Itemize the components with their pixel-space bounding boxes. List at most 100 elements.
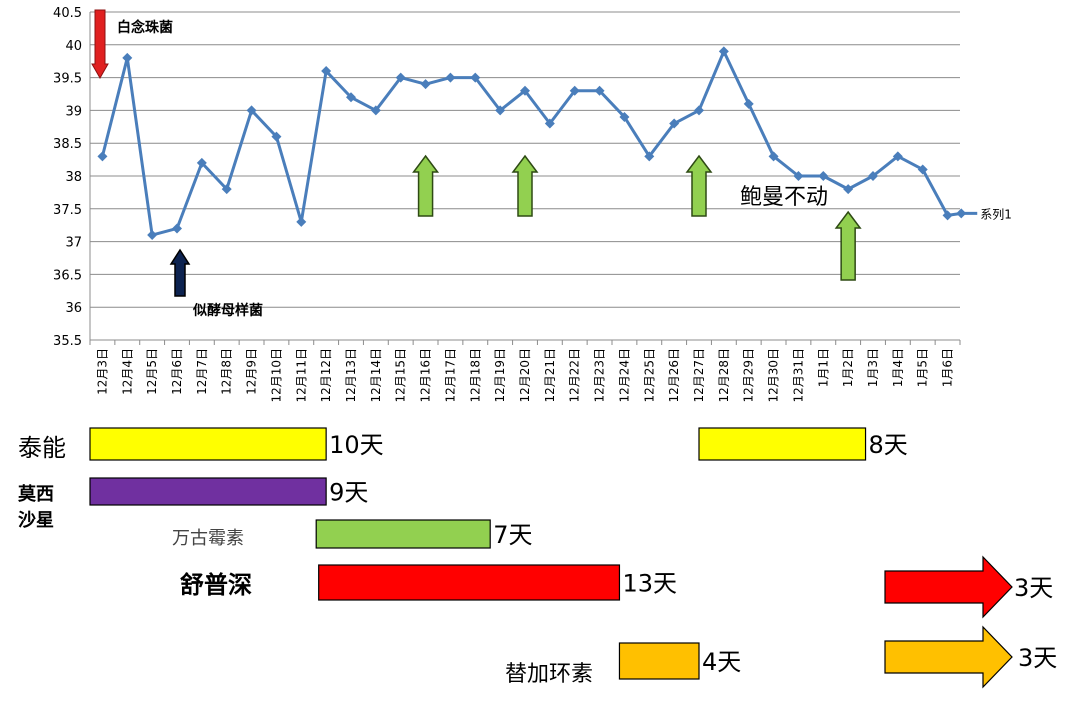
data-point bbox=[743, 98, 754, 109]
x-tick-label: 12月19日 bbox=[493, 348, 507, 403]
series-line-path bbox=[100, 49, 962, 237]
duration-label: 10天 bbox=[329, 431, 384, 459]
data-point bbox=[321, 66, 332, 77]
x-tick-label: 12月20日 bbox=[518, 348, 532, 403]
x-tick-label: 12月5日 bbox=[145, 348, 159, 395]
data-point bbox=[445, 72, 456, 83]
x-axis: 12月3日 12月4日 12月5日 12月6日 12月7日 12月8日 12月9日 12月10… bbox=[89, 340, 961, 403]
duration-label: 7天 bbox=[493, 521, 532, 549]
y-tick-label: 40.5 bbox=[53, 6, 82, 21]
drug-label: 莫西 bbox=[17, 484, 54, 505]
annotation-label: 鲍曼不动 bbox=[740, 185, 828, 210]
x-tick-label: 1月3日 bbox=[866, 348, 880, 387]
data-point bbox=[370, 105, 381, 116]
up-arrow bbox=[169, 248, 191, 297]
up-arrow bbox=[511, 154, 539, 217]
continue-arrow bbox=[884, 625, 1013, 689]
data-point bbox=[395, 72, 406, 83]
data-point bbox=[420, 79, 431, 90]
legend-label: 系列1 bbox=[980, 207, 1012, 221]
annotation-label: 似酵母样菌 bbox=[192, 302, 263, 319]
y-tick-label: 36 bbox=[65, 301, 82, 316]
data-point bbox=[346, 92, 356, 103]
data-point bbox=[97, 151, 108, 162]
treatment-bar bbox=[89, 477, 327, 506]
x-tick-label: 12月27日 bbox=[692, 348, 706, 403]
drug-label: 沙星 bbox=[18, 510, 54, 531]
data-point bbox=[569, 85, 580, 96]
x-tick-label: 12月23日 bbox=[593, 348, 607, 403]
data-point bbox=[644, 151, 655, 162]
x-tick-label: 12月7日 bbox=[195, 348, 209, 395]
annotation-label: 白念珠菌 bbox=[117, 19, 173, 36]
treatment-bar bbox=[318, 564, 621, 601]
x-tick-label: 12月17日 bbox=[443, 348, 457, 403]
data-point bbox=[520, 85, 530, 96]
duration-label: 4天 bbox=[702, 648, 741, 676]
treatment-bar bbox=[315, 519, 491, 549]
x-tick-label: 12月24日 bbox=[617, 348, 631, 403]
treatment-bar bbox=[89, 427, 327, 461]
duration-label: 3天 bbox=[1018, 644, 1057, 672]
drug-label: 舒普深 bbox=[180, 570, 252, 599]
up-arrow bbox=[412, 154, 440, 217]
y-tick-label: 39.5 bbox=[53, 72, 82, 87]
x-tick-label: 12月22日 bbox=[568, 348, 582, 403]
data-point bbox=[594, 85, 605, 96]
x-tick-label: 12月3日 bbox=[95, 348, 109, 395]
drug-label: 替加环素 bbox=[505, 662, 593, 687]
x-tick-label: 12月18日 bbox=[468, 348, 482, 403]
data-point bbox=[669, 118, 680, 129]
x-tick-label: 12月12日 bbox=[319, 348, 333, 403]
series-line: 系列1 bbox=[97, 46, 1012, 241]
duration-label: 9天 bbox=[329, 479, 368, 507]
drug-label: 泰能 bbox=[18, 434, 66, 462]
x-tick-label: 12月28日 bbox=[717, 348, 731, 403]
x-tick-label: 12月8日 bbox=[220, 348, 234, 395]
x-tick-label: 12月29日 bbox=[742, 348, 756, 403]
x-tick-label: 12月13日 bbox=[344, 348, 358, 403]
data-point bbox=[147, 230, 158, 241]
y-tick-label: 37.5 bbox=[53, 203, 82, 218]
data-point bbox=[892, 151, 903, 162]
y-tick-label: 38.5 bbox=[53, 137, 82, 152]
y-tick-label: 36.5 bbox=[53, 268, 82, 283]
duration-label: 3天 bbox=[1014, 574, 1053, 602]
duration-label: 8天 bbox=[869, 431, 908, 459]
data-point bbox=[793, 171, 804, 181]
data-point bbox=[694, 105, 704, 116]
duration-label: 13天 bbox=[622, 570, 677, 598]
data-point bbox=[619, 111, 630, 122]
x-tick-label: 12月11日 bbox=[294, 348, 308, 403]
y-tick-label: 38 bbox=[65, 170, 82, 185]
x-tick-label: 12月30日 bbox=[767, 348, 781, 403]
x-tick-label: 12月4日 bbox=[120, 348, 134, 395]
y-axis: 35.5 36 36.5 37 37.5 38 38.5 39 39.5 40 40.5 bbox=[53, 6, 91, 349]
up-arrow bbox=[834, 210, 862, 281]
data-point bbox=[818, 171, 829, 181]
up-arrow bbox=[685, 154, 713, 217]
data-point bbox=[470, 72, 481, 83]
data-point bbox=[495, 105, 506, 116]
treatment-bar bbox=[698, 427, 867, 461]
x-tick-label: 12月26日 bbox=[667, 348, 681, 403]
y-tick-label: 37 bbox=[65, 236, 82, 251]
data-point bbox=[942, 210, 953, 221]
treatment-bar bbox=[618, 642, 700, 680]
data-point bbox=[221, 184, 232, 195]
y-tick-label: 35.5 bbox=[53, 334, 82, 349]
x-tick-label: 1月5日 bbox=[916, 348, 930, 387]
data-point bbox=[768, 151, 779, 162]
down-arrow bbox=[91, 9, 109, 80]
x-tick-label: 12月15日 bbox=[394, 348, 408, 403]
data-point bbox=[917, 164, 928, 175]
x-tick-label: 1月1日 bbox=[816, 348, 830, 387]
data-point bbox=[296, 216, 307, 227]
data-point bbox=[196, 157, 207, 168]
data-point bbox=[122, 52, 133, 63]
x-tick-label: 12月14日 bbox=[369, 348, 383, 403]
x-tick-label: 1月4日 bbox=[891, 348, 905, 387]
